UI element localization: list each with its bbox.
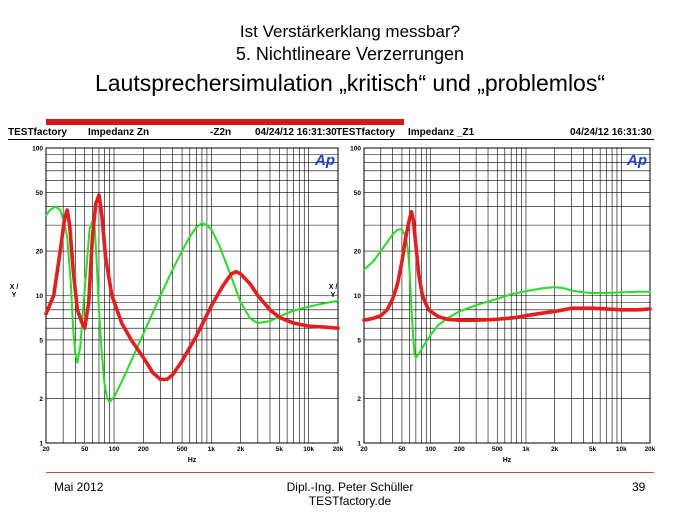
- chart1-plot-frame: [45, 147, 339, 444]
- chart2-x-tick-label: 50: [398, 446, 406, 453]
- chart2-y-tick-label: 20: [354, 249, 362, 256]
- title-accent-bar: [46, 119, 404, 125]
- footer-author-name: Dipl.-Ing. Peter Schüller: [286, 480, 414, 494]
- chart1-header-rule: [8, 139, 344, 140]
- chart1-ap-logo: Ap: [314, 152, 335, 169]
- chart1-y-tick-label: 1: [39, 441, 43, 448]
- chart1-red-impedance-curve: [44, 193, 340, 382]
- chart2-y-tick-label: 10: [354, 293, 362, 300]
- chart1-ylabel: X / Y: [9, 284, 19, 299]
- chart1-x-tick-label: 50: [81, 446, 89, 453]
- chart2-y-tick-label: 1: [357, 441, 361, 448]
- chart2-timestamp: 04/24/12 16:31:30: [570, 127, 652, 138]
- footer-website: TESTfactory.de: [308, 494, 392, 508]
- chart2-x-tick-label: 10k: [616, 446, 627, 453]
- chart1-x-tick-label: 2k: [237, 446, 245, 453]
- slide-title: Lautsprechersimulation „kritisch“ und „p…: [94, 70, 606, 96]
- slide-supertitle: Ist Verstärkerklang messbar?: [239, 22, 461, 41]
- chart2-header-rule: [336, 139, 654, 140]
- chart1-header-title: Impedanz Zn: [88, 127, 150, 138]
- chart1-x-tick-label: 200: [138, 446, 149, 453]
- impedance-chart-uncritical: 20 50 100 200 500 1k 2k 5k 10k 20k 1 2 5 10 20 50 100 Hz A…: [350, 146, 656, 465]
- chart2-x-tick-label: 500: [492, 446, 503, 453]
- chart1-x-tick-label: 10k: [303, 446, 314, 453]
- chart2-y-tick-label: 50: [354, 190, 362, 197]
- footer-rule: [46, 472, 654, 473]
- chart2-header-title: Impedanz _Z1: [408, 127, 475, 138]
- chart1-series-tag: -Z2n: [210, 127, 232, 138]
- chart2-x-tick-label: 200: [454, 446, 465, 453]
- chart1-brand: TESTfactory: [8, 127, 67, 138]
- impedance-chart-critical: 20 50 100 200 500 1k 2k 5k 10k 20k 1 2 5 10 20 50 100 Hz A…: [32, 146, 344, 465]
- chart2-x-tick-label: 20k: [645, 446, 656, 453]
- chart1-x-tick-label: 20: [42, 446, 50, 453]
- chart1-timestamp: 04/24/12 16:31:30: [255, 127, 337, 138]
- chart1-x-tick-label: 100: [109, 446, 120, 453]
- chart2-plot-frame: [363, 147, 651, 444]
- slide-subtitle: 5. Nichtlineare Verzerrungen: [235, 44, 465, 64]
- chart2-x-tick-label: 5k: [589, 446, 597, 453]
- chart2-red-impedance-curve: [362, 209, 652, 322]
- footer-author: Dipl.-Ing. Peter Schüller TESTfactory.de: [230, 480, 470, 508]
- chart1-green-impedance-curve: [45, 205, 339, 403]
- chart1-y-tick-label: 5: [39, 337, 43, 344]
- chart2-y-tick-label: 2: [357, 396, 361, 403]
- chart2-x-tick-label: 20: [360, 446, 368, 453]
- chart2-x-tick-label: 1k: [522, 446, 530, 453]
- chart1-x-tick-label: 20k: [333, 446, 344, 453]
- chart1-x-tick-label: 1k: [208, 446, 216, 453]
- chart1-y-tick-label: 2: [39, 396, 43, 403]
- chart1-y-tick-label: 100: [32, 146, 43, 153]
- chart2-grid: [364, 148, 650, 443]
- chart2-ap-logo: Ap: [626, 152, 647, 169]
- footer-page-number: 39: [632, 480, 646, 494]
- chart2-x-tick-label: 100: [425, 446, 436, 453]
- chart2-x-axis-label: Hz: [503, 457, 512, 464]
- chart2-y-tick-label: 100: [350, 146, 361, 153]
- chart1-x-axis-label: Hz: [188, 457, 197, 464]
- chart1-y-tick-label: 50: [36, 190, 44, 197]
- chart1-y-tick-label: 20: [36, 249, 44, 256]
- chart2-brand: TESTfactory: [336, 127, 395, 138]
- chart2-x-tick-label: 2k: [551, 446, 559, 453]
- chart1-x-tick-label: 500: [177, 446, 188, 453]
- chart2-y-tick-label: 5: [357, 337, 361, 344]
- footer-date: Mai 2012: [54, 480, 104, 494]
- chart1-y-tick-label: 10: [36, 293, 44, 300]
- chart1-x-tick-label: 5k: [276, 446, 284, 453]
- chart2-green-impedance-curve: [363, 228, 651, 359]
